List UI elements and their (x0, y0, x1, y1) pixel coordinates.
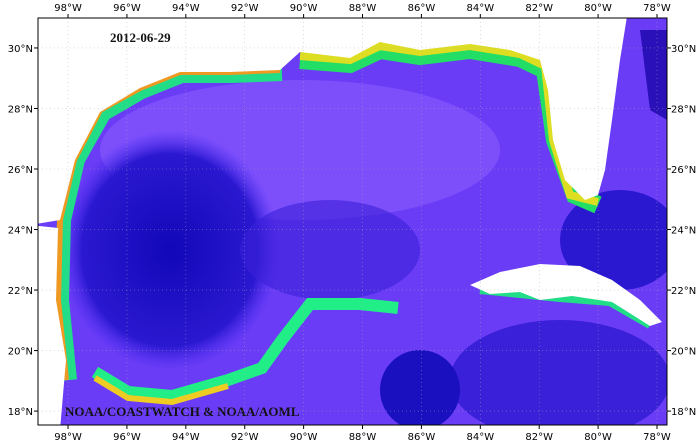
lon-label: 94°W (172, 3, 200, 14)
lat-label: 28°N (671, 104, 696, 115)
date-stamp: 2012-06-29 (110, 30, 171, 45)
lat-label: 20°N (671, 347, 696, 358)
lon-label: 98°W (54, 432, 82, 443)
lat-label: 30°N (8, 44, 33, 55)
lat-label: 24°N (8, 226, 33, 237)
map-frame (37, 17, 668, 426)
lon-label: 78°W (643, 432, 671, 443)
lat-label: 30°N (671, 44, 696, 55)
lon-label: 84°W (466, 432, 494, 443)
lon-label: 82°W (525, 432, 553, 443)
lat-label: 26°N (8, 165, 33, 176)
lon-label: 84°W (466, 3, 494, 14)
lon-label: 86°W (408, 3, 436, 14)
lat-label: 20°N (8, 347, 33, 358)
lat-label: 18°N (671, 407, 696, 418)
lon-label: 88°W (349, 3, 377, 14)
lon-label: 82°W (525, 3, 553, 14)
lat-label: 22°N (8, 286, 33, 297)
lon-label: 92°W (231, 3, 259, 14)
credit: NOAA/COASTWATCH & NOAA/AOML (65, 404, 300, 419)
lon-label: 88°W (349, 432, 377, 443)
lon-label: 96°W (113, 432, 141, 443)
lon-label: 86°W (408, 432, 436, 443)
lon-label: 96°W (113, 3, 141, 14)
chlorophyll-image (38, 18, 667, 425)
lat-label: 18°N (8, 407, 33, 418)
lon-label: 94°W (172, 432, 200, 443)
lat-label: 22°N (671, 286, 696, 297)
lon-label: 92°W (231, 432, 259, 443)
lat-label: 24°N (671, 226, 696, 237)
lon-label: 80°W (584, 3, 612, 14)
lon-label: 80°W (584, 432, 612, 443)
lat-label: 28°N (8, 104, 33, 115)
lon-label: 78°W (643, 3, 671, 14)
lat-label: 26°N (671, 165, 696, 176)
lon-label: 98°W (54, 3, 82, 14)
lon-label: 90°W (290, 3, 318, 14)
lon-label: 90°W (290, 432, 318, 443)
